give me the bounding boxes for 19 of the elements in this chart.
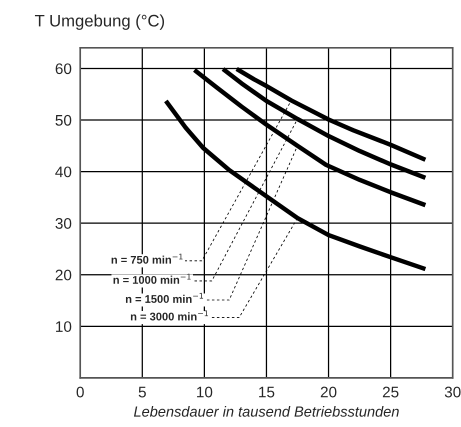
- y-axis-title: T Umgebung (°C): [34, 14, 164, 30]
- text: n = 3000 min$^{−1}$: [130, 310, 208, 320]
- x-tick-label: 20: [320, 386, 336, 398]
- y-tick-label: 30: [55, 218, 72, 229]
- x-tick-label: 15: [259, 386, 274, 398]
- x-tick-label: 10: [197, 386, 212, 398]
- y-tick-label: 40: [55, 166, 72, 178]
- x-tick-label: 5: [138, 386, 146, 398]
- text: n = 750 min$^{−1}$: [112, 254, 183, 264]
- y-tick-label: 60: [56, 63, 72, 74]
- y-tick-label: 20: [56, 270, 72, 280]
- x-axis-title: Lebensdauer in tausend Betriebsstunden: [134, 406, 399, 417]
- y-tick-label: 50: [56, 114, 72, 126]
- x-tick-label: 30: [444, 386, 461, 398]
- y-tick-label: 10: [56, 321, 72, 332]
- text: n = 1500 min$^{−1}$: [126, 292, 204, 303]
- text: n = 1000 min$^{−1}$: [114, 274, 191, 284]
- x-tick-label: 25: [382, 386, 398, 398]
- x-tick-label: 0: [76, 386, 84, 398]
